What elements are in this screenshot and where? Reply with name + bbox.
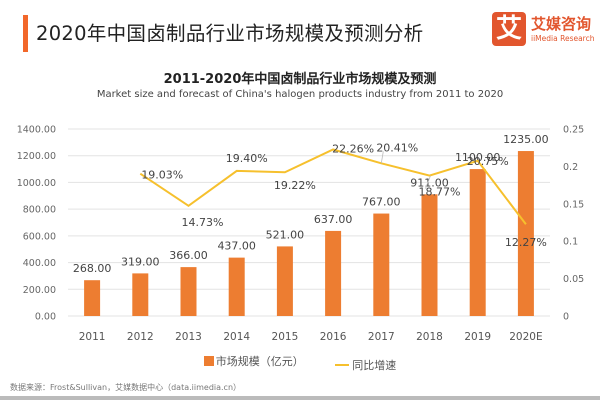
bar xyxy=(421,194,438,316)
chart-title: 2011-2020年中国卤制品行业市场规模及预测 xyxy=(163,72,437,87)
bar xyxy=(276,246,293,316)
y-right-tick-label: 0.15 xyxy=(563,199,584,210)
y-left-tick-label: 1200.00 xyxy=(17,151,56,162)
legend-label-market-size: 市场规模（亿元） xyxy=(215,355,304,368)
line-data-label: 19.40% xyxy=(226,152,268,165)
bar xyxy=(325,230,342,316)
legend-item-market-size: 市场规模（亿元） xyxy=(203,353,304,369)
x-tick-label: 2014 xyxy=(223,331,250,343)
line-data-labels: 19.03% 14.73% 19.40% 19.22% 22.26% 20.41% 18.7… xyxy=(141,141,547,249)
growth-line xyxy=(139,148,527,225)
legend-label-growth: 同比增速 xyxy=(352,359,397,372)
logo-name-en: iiMedia Research xyxy=(531,34,595,43)
y-left-tick-label: 800.00 xyxy=(23,205,56,216)
line-series xyxy=(139,148,527,225)
legend: 市场规模（亿元） 同比增速 xyxy=(0,353,600,373)
bar xyxy=(373,213,390,316)
y-right-tick-label: 0.05 xyxy=(563,274,584,285)
y-axis-right: 0 0.05 0.1 0.15 0.2 0.25 xyxy=(563,125,584,323)
y-right-tick-label: 0.25 xyxy=(563,125,584,136)
line-data-label: 20.41% xyxy=(376,141,418,154)
bar-data-label: 319.00 xyxy=(121,255,160,268)
title-accent-bar xyxy=(23,15,28,52)
label-leader-line xyxy=(380,151,384,164)
bar xyxy=(180,267,197,316)
line-data-label: 19.22% xyxy=(274,179,316,192)
iimedia-logo: 艾 艾媒咨询 iiMedia Research xyxy=(492,12,595,48)
bar xyxy=(84,280,101,316)
x-tick-label: 2013 xyxy=(175,331,202,343)
bar-data-label: 1100.00 xyxy=(455,151,501,164)
legend-line-swatch xyxy=(335,364,350,366)
x-tick-label: 2011 xyxy=(79,331,106,343)
bottom-divider xyxy=(0,396,600,400)
x-tick-label: 2015 xyxy=(272,331,299,343)
bar-data-label: 1235.00 xyxy=(503,133,549,146)
x-tick-label: 2016 xyxy=(320,331,347,343)
y-right-tick-label: 0 xyxy=(563,312,569,323)
data-source-note: 数据来源：Frost&Sullivan，艾媒数据中心（data.iimedia.… xyxy=(10,383,242,392)
logo-name-cn: 艾媒咨询 xyxy=(531,15,592,33)
x-tick-label: 2018 xyxy=(416,331,443,343)
x-tick-label: 2012 xyxy=(127,331,154,343)
x-tick-label: 2020E xyxy=(509,331,542,343)
bar-data-label: 521.00 xyxy=(266,228,305,241)
line-data-label: 20.75% xyxy=(467,155,509,168)
bar-data-label: 911.00 xyxy=(410,176,449,189)
y-right-tick-label: 0.2 xyxy=(563,162,578,173)
page-title: 2020年中国卤制品行业市场规模及预测分析 xyxy=(36,22,424,45)
bar-data-label: 366.00 xyxy=(169,249,208,262)
line-data-label: 12.27% xyxy=(505,236,547,249)
bar-data-label: 437.00 xyxy=(217,240,256,253)
legend-bar-swatch xyxy=(203,356,214,366)
y-axis-left: 0.00 200.00 400.00 600.00 800.00 1000.00 1200.… xyxy=(17,125,56,323)
bar-series xyxy=(84,151,534,316)
bar-data-label: 268.00 xyxy=(73,262,112,275)
y-left-tick-label: 1400.00 xyxy=(17,125,56,136)
y-left-tick-label: 1000.00 xyxy=(17,178,56,189)
bar xyxy=(469,169,486,316)
bar-data-label: 637.00 xyxy=(314,213,353,226)
x-axis: 2011 2012 2013 2014 2015 2016 2017 2018 2019 2020… xyxy=(79,331,543,343)
x-tick-label: 2019 xyxy=(464,331,491,343)
y-left-tick-label: 200.00 xyxy=(23,285,56,296)
line-data-label: 19.03% xyxy=(141,169,183,182)
line-data-label: 14.73% xyxy=(182,216,224,229)
bar xyxy=(228,257,245,316)
y-left-tick-label: 400.00 xyxy=(23,258,56,269)
y-left-tick-label: 0.00 xyxy=(35,312,56,323)
y-right-tick-label: 0.1 xyxy=(563,237,578,248)
logo-icon: 艾 xyxy=(492,12,526,46)
legend-item-growth: 同比增速 xyxy=(335,357,396,373)
line-data-label: 22.26% xyxy=(332,142,374,155)
gridlines xyxy=(68,128,550,317)
chart-subtitle: Market size and forecast of China's halo… xyxy=(96,89,504,100)
label-leader-line xyxy=(425,175,431,189)
bar xyxy=(517,151,534,316)
y-left-tick-label: 600.00 xyxy=(23,231,56,242)
bar xyxy=(132,273,149,316)
bar-data-label: 767.00 xyxy=(362,196,401,209)
x-tick-label: 2017 xyxy=(368,331,395,343)
line-data-label: 18.77% xyxy=(419,186,461,199)
bar-data-labels: 268.00 319.00 366.00 437.00 521.00 637.00 767.… xyxy=(73,133,549,275)
